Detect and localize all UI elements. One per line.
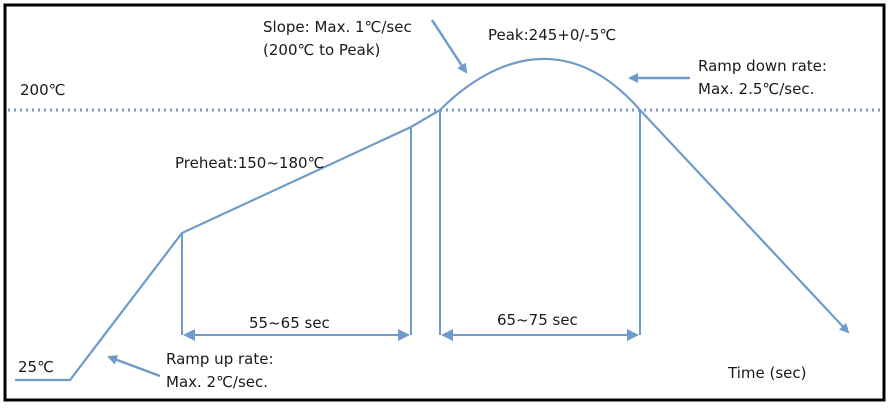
reflow-duration-arrow — [441, 329, 639, 341]
ramp-down-label-line2: Max. 2.5℃/sec. — [698, 80, 814, 98]
peak-label: Peak:245+0/-5℃ — [488, 26, 616, 44]
slope-label-line1: Slope: Max. 1℃/sec — [263, 18, 412, 36]
slope-label-line2: (200℃ to Peak) — [263, 41, 380, 59]
preheat-duration-label: 55~65 sec — [249, 314, 330, 332]
temp-25-label: 25℃ — [18, 358, 54, 376]
temp-200-label: 200℃ — [20, 81, 65, 99]
ramp-up-label-line2: Max. 2℃/sec. — [166, 373, 268, 391]
ramp-down-label-line1: Ramp down rate: — [698, 57, 827, 75]
reflow-duration-label: 65~75 sec — [497, 311, 578, 329]
preheat-label: Preheat:150~180℃ — [175, 154, 324, 172]
x-axis-label: Time (sec) — [727, 364, 806, 382]
slope-callout-arrow — [430, 19, 468, 74]
ramp-up-label-line1: Ramp up rate: — [166, 350, 274, 368]
ramp-up-callout-arrow — [107, 355, 161, 378]
preheat-duration-arrow — [183, 329, 410, 341]
